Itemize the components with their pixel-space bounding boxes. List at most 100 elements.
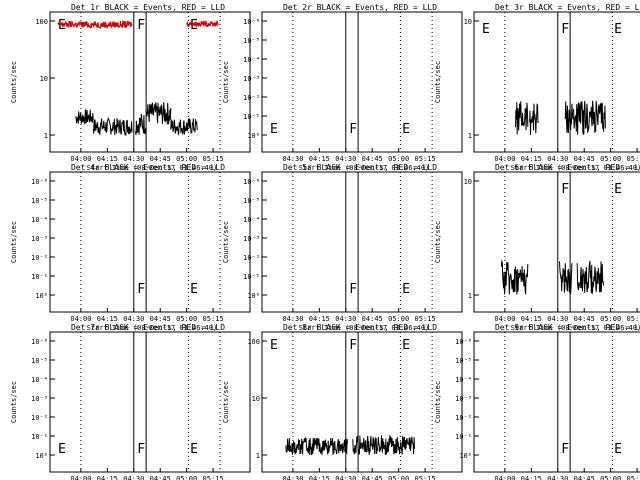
panel-det-2: Det 2r BLACK = Events, RED = LLD 04:30 04:… — [222, 3, 463, 172]
y-tick-label: 10⁻⁵ — [31, 357, 48, 365]
x-tick-label: 04:45 — [574, 155, 595, 163]
y-tick-label: 10⁻⁵ — [243, 37, 260, 45]
x-tick-label: 04:15 — [309, 475, 330, 480]
plot-frame — [261, 171, 463, 313]
marker-f: F — [561, 22, 569, 37]
panel-title: Det 3r BLACK = Events, RED = LLD — [495, 3, 640, 12]
x-axis-label: Start Time (08-Dec-17 03:46:40) — [511, 324, 640, 332]
x-tick-label: 04:30 — [335, 475, 356, 480]
marker-f: F — [349, 282, 357, 297]
marker-e: E — [190, 18, 198, 33]
marker-f: F — [561, 442, 569, 457]
plot-frame — [261, 331, 463, 473]
x-axis-label: Start Time (08-Dec-17 03:46:40) — [299, 164, 430, 172]
x-tick-label: 04:45 — [150, 475, 171, 480]
y-tick-label: 10⁻⁵ — [455, 357, 472, 365]
x-tick-label: 04:30 — [123, 155, 144, 163]
y-tick-label: 1 — [256, 452, 260, 460]
y-axis-label: Counts/sec — [434, 381, 442, 423]
x-tick-label: 04:45 — [150, 155, 171, 163]
y-tick-label: 10⁻⁵ — [243, 197, 260, 205]
x-axis-label: Start Time (08-Dec-17 03:46:40) — [299, 324, 430, 332]
series-events — [75, 102, 198, 137]
x-tick-label: 04:15 — [97, 475, 118, 480]
y-tick-label: 10⁻¹ — [31, 273, 48, 281]
y-tick-label: 10⁻¹ — [455, 433, 472, 441]
plot-frame — [49, 331, 251, 473]
x-tick-label: 04:15 — [521, 155, 542, 163]
x-tick-label: 05:15 — [415, 315, 436, 323]
x-tick-label: 05:00 — [600, 155, 621, 163]
marker-e: E — [614, 22, 622, 37]
marker-f: F — [349, 122, 357, 137]
panel-title: Det 4r BLACK = Events, RED = LLD — [71, 163, 225, 172]
y-tick-label: 10 — [464, 178, 472, 186]
x-tick-label: 04:15 — [309, 155, 330, 163]
panel-title: Det 7r BLACK = Events, RED = LLD — [71, 323, 225, 332]
x-tick-label: 04:30 — [123, 315, 144, 323]
series-trace — [564, 101, 575, 134]
marker-f: F — [137, 18, 145, 33]
plot-frame — [49, 11, 251, 153]
marker-e: E — [402, 282, 410, 297]
x-tick-label: 05:15 — [203, 315, 224, 323]
marker-e: E — [402, 338, 410, 353]
x-tick-label: 04:30 — [547, 155, 568, 163]
marker-e: E — [190, 282, 198, 297]
series-events — [285, 434, 415, 456]
series-events — [515, 100, 606, 135]
y-axis-label: Counts/sec — [10, 61, 18, 103]
y-tick-label: 10⁰ — [247, 132, 260, 140]
series-trace — [285, 436, 348, 456]
series-trace — [573, 100, 606, 135]
plot-frame — [473, 11, 640, 153]
marker-e: E — [190, 442, 198, 457]
x-tick-label: 04:30 — [335, 155, 356, 163]
x-tick-label: 04:45 — [362, 315, 383, 323]
x-tick-label: 04:00 — [494, 475, 515, 480]
y-tick-label: 1 — [44, 132, 48, 140]
x-axis-label: Start Time (08-Dec-17 03:46:40) — [87, 164, 218, 172]
y-tick-label: 10⁻⁶ — [243, 178, 260, 186]
x-tick-label: 05:00 — [388, 475, 409, 480]
marker-e: E — [614, 442, 622, 457]
x-tick-label: 05:00 — [600, 315, 621, 323]
x-tick-label: 04:30 — [123, 475, 144, 480]
series-trace — [559, 261, 573, 295]
plot-frame — [49, 171, 251, 313]
y-tick-label: 10⁻³ — [243, 235, 260, 243]
y-tick-label: 10⁻¹ — [31, 433, 48, 441]
x-tick-label: 05:15 — [627, 315, 640, 323]
y-tick-label: 10⁰ — [247, 292, 260, 300]
x-tick-label: 04:00 — [70, 155, 91, 163]
panel-title: Det 9r BLACK = Events, RED = LLD — [495, 323, 640, 332]
x-tick-label: 04:30 — [282, 315, 303, 323]
panel-det-5: Det 5r BLACK = Events, RED = LLD 04:30 04:… — [222, 163, 463, 332]
marker-f: F — [561, 182, 569, 197]
x-tick-label: 05:15 — [203, 475, 224, 480]
x-tick-label: 04:45 — [362, 475, 383, 480]
y-tick-label: 10⁻³ — [455, 395, 472, 403]
series-trace — [135, 113, 147, 136]
y-tick-label: 10⁻⁴ — [243, 56, 260, 64]
series-trace — [186, 20, 219, 29]
y-axis-label: Counts/sec — [222, 381, 230, 423]
y-tick-label: 100 — [247, 338, 260, 346]
panel-title: Det 1r BLACK = Events, RED = LLD — [71, 3, 225, 12]
x-tick-label: 05:00 — [176, 315, 197, 323]
panel-det-3: Det 3r BLACK = Events, RED = LLD 04:00 04:… — [434, 3, 640, 172]
panel-title: Det 5r BLACK = Events, RED = LLD — [283, 163, 437, 172]
x-tick-label: 04:15 — [97, 315, 118, 323]
y-axis-label: Counts/sec — [10, 381, 18, 423]
series-trace — [576, 260, 605, 295]
y-tick-label: 100 — [35, 18, 48, 26]
marker-e: E — [270, 122, 278, 137]
series-trace — [92, 117, 133, 137]
series-trace — [515, 101, 529, 135]
y-tick-label: 10 — [40, 75, 48, 83]
y-tick-label: 10⁻⁵ — [31, 197, 48, 205]
y-tick-label: 10⁻¹ — [243, 273, 260, 281]
x-tick-label: 05:15 — [627, 155, 640, 163]
y-tick-label: 10⁻⁶ — [31, 338, 48, 346]
x-tick-label: 04:00 — [70, 315, 91, 323]
